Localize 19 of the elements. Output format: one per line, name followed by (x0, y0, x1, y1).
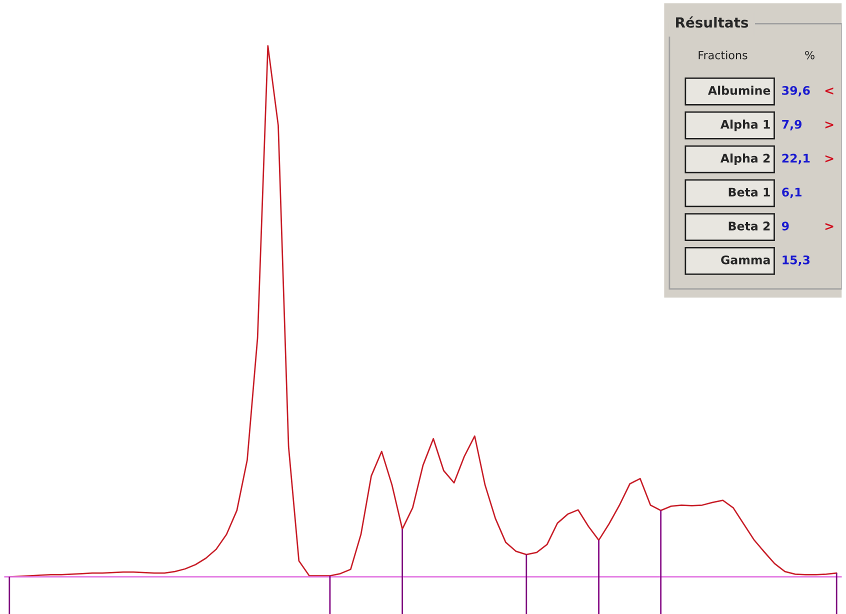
text: 39,6 (782, 86, 810, 96)
text: > (825, 121, 834, 128)
text: > (825, 223, 834, 230)
text: < (825, 87, 834, 95)
text: 15,3 (782, 255, 810, 266)
text: > (825, 155, 834, 162)
text: 6,1 (782, 188, 802, 198)
category-label: Beta 1 (728, 188, 770, 197)
text: 9 (782, 222, 789, 230)
category-label: Beta 2 (728, 222, 770, 230)
category-label: Albumine (708, 86, 770, 95)
category-label: Alpha 2 (720, 154, 770, 165)
annotation: % (805, 50, 814, 60)
annotation: Fractions (698, 50, 748, 60)
text: 7,9 (782, 120, 802, 130)
text: Résultats (676, 16, 748, 28)
category-label: Gamma (721, 255, 770, 264)
text: 22,1 (782, 154, 810, 164)
category-label: Alpha 1 (720, 120, 770, 132)
